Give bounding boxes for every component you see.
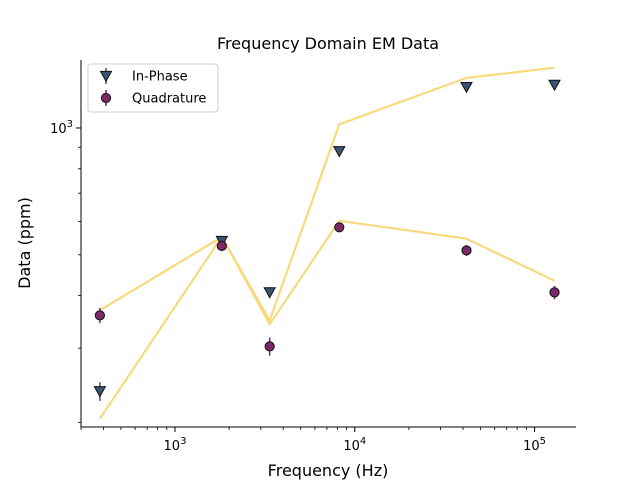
legend-box <box>87 63 219 113</box>
predicted-line-2 <box>99 66 555 322</box>
plot-marks <box>93 66 561 420</box>
y-axis-label: Data (ppm) <box>15 197 34 289</box>
chart-title: Frequency Domain EM Data <box>217 34 439 53</box>
quadrature-point <box>334 222 345 233</box>
quadrature-point <box>549 287 560 298</box>
axes <box>80 60 576 428</box>
predicted-line-3 <box>98 219 555 420</box>
quadrature-point <box>216 240 227 251</box>
in-phase-point <box>263 287 277 299</box>
in-phase-point <box>460 81 473 94</box>
x-tick-label: 105 <box>523 436 546 454</box>
in-phase-point <box>93 386 107 398</box>
y-tick-label: 103 <box>50 119 73 137</box>
legend: In-Phase Quadrature <box>87 63 219 113</box>
legend-in-phase-label: In-Phase <box>132 70 188 85</box>
in-phase-point <box>332 146 346 158</box>
ticks: 103 104 105 103 <box>50 119 546 454</box>
legend-quadrature-label: Quadrature <box>132 92 206 107</box>
legend-quadrature-marker <box>100 92 112 104</box>
legend-in-phase-marker <box>99 70 113 83</box>
quadrature-point <box>94 310 105 321</box>
in-phase-point <box>548 79 561 92</box>
quadrature-point <box>264 341 275 352</box>
x-tick-label: 103 <box>164 436 187 454</box>
quadrature-point <box>461 245 472 256</box>
x-tick-label: 104 <box>343 436 366 454</box>
x-axis-label: Frequency (Hz) <box>268 461 389 480</box>
